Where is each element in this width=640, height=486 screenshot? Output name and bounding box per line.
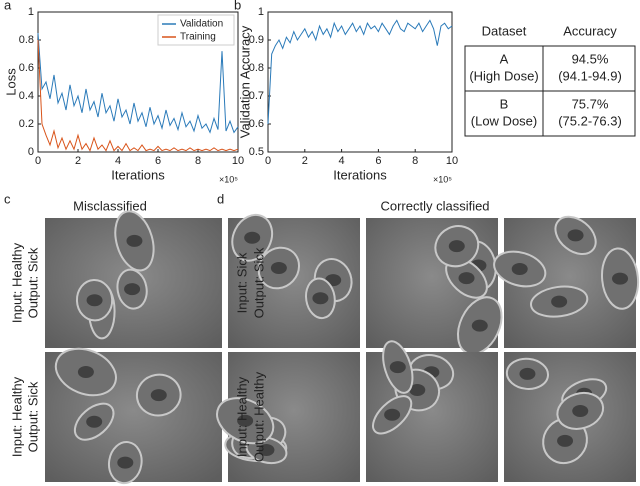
x-tick-label: 10 xyxy=(446,155,458,167)
y-tick-label: 0.9 xyxy=(249,34,264,46)
nucleus xyxy=(86,415,103,428)
row-label: Output: Sick xyxy=(251,247,266,318)
nucleus xyxy=(389,361,406,374)
row-label: Output: Sick xyxy=(25,381,40,452)
nucleus xyxy=(612,272,629,285)
row-label: Input: Healthy xyxy=(234,376,249,457)
panel-title: Correctly classified xyxy=(380,198,489,213)
nucleus xyxy=(126,234,143,247)
nucleus xyxy=(124,283,141,296)
y-axis-label: Loss xyxy=(3,68,18,96)
x-tick-label: 2 xyxy=(302,155,308,167)
y-tick-label: 0.4 xyxy=(19,90,34,102)
nucleus xyxy=(409,384,426,397)
row-label: Output: Healthy xyxy=(251,371,266,462)
table-header: Dataset xyxy=(482,23,527,38)
nucleus xyxy=(244,231,261,244)
x-tick-label: 6 xyxy=(155,155,161,167)
x-axis-label: Iterations xyxy=(111,167,165,182)
table-cell: A xyxy=(500,51,509,66)
x-tick-label: 4 xyxy=(339,155,345,167)
nucleus xyxy=(448,240,465,253)
table-cell: (Low Dose) xyxy=(471,113,537,128)
y-tick-label: 0.6 xyxy=(249,118,264,130)
nucleus xyxy=(258,444,275,457)
y-tick-label: 1 xyxy=(28,6,34,18)
nucleus xyxy=(567,229,584,242)
x-tick-label: 8 xyxy=(195,155,201,167)
table-cell: B xyxy=(500,96,509,111)
nucleus xyxy=(384,408,401,421)
table-cell: (High Dose) xyxy=(469,68,538,83)
y-tick-label: 0.5 xyxy=(249,146,264,158)
nucleus xyxy=(312,292,329,305)
y-tick-label: 0.7 xyxy=(249,90,264,102)
y-tick-label: 0.2 xyxy=(19,118,34,130)
nucleus xyxy=(86,294,103,307)
row-label: Input: Healthy xyxy=(9,376,24,457)
nucleus xyxy=(150,389,167,402)
x-multiplier: ×10⁵ xyxy=(219,174,238,184)
x-tick-label: 0 xyxy=(35,155,41,167)
y-tick-label: 0.8 xyxy=(249,62,264,74)
nucleus xyxy=(572,404,589,417)
panel-label: c xyxy=(4,191,11,206)
nucleus xyxy=(458,272,475,285)
panel-title: Misclassified xyxy=(73,198,147,213)
table-header: Accuracy xyxy=(563,23,617,38)
panel-label: d xyxy=(217,191,224,206)
plot-area xyxy=(267,11,453,153)
x-tick-label: 10 xyxy=(232,155,244,167)
nucleus xyxy=(117,456,134,469)
nucleus xyxy=(77,366,94,379)
nucleus xyxy=(519,367,536,380)
plot-area xyxy=(37,11,239,153)
y-tick-label: 0.6 xyxy=(19,62,34,74)
data-line xyxy=(37,32,239,134)
panel-label: a xyxy=(4,0,12,12)
nucleus xyxy=(270,262,287,275)
legend-label: Validation xyxy=(180,19,223,30)
x-axis-label: Iterations xyxy=(333,167,387,182)
nucleus xyxy=(511,262,528,275)
data-line xyxy=(267,19,453,125)
row-label: Input: Healthy xyxy=(9,242,24,323)
x-tick-label: 0 xyxy=(265,155,271,167)
nucleus xyxy=(237,414,254,427)
y-tick-label: 0 xyxy=(28,146,34,158)
nucleus xyxy=(557,434,574,447)
panel-label: b xyxy=(234,0,241,12)
table-cell: (94.1-94.9) xyxy=(558,68,622,83)
y-axis-label: Validation Accuracy xyxy=(237,25,252,138)
nucleus xyxy=(471,319,488,332)
x-tick-label: 6 xyxy=(375,155,381,167)
x-tick-label: 8 xyxy=(412,155,418,167)
y-tick-label: 0.8 xyxy=(19,34,34,46)
data-line xyxy=(37,39,239,152)
table-cell: (75.2-76.3) xyxy=(558,113,622,128)
legend-box xyxy=(157,14,235,46)
table-cell: 75.7% xyxy=(572,96,609,111)
x-tick-label: 2 xyxy=(75,155,81,167)
legend-label: Training xyxy=(180,32,216,43)
y-tick-label: 1 xyxy=(258,6,264,18)
nucleus xyxy=(551,295,568,308)
table-cell: 94.5% xyxy=(572,51,609,66)
x-multiplier: ×10⁵ xyxy=(433,174,452,184)
row-label: Input: Sick xyxy=(234,252,249,313)
x-tick-label: 4 xyxy=(115,155,121,167)
row-label: Output: Sick xyxy=(25,247,40,318)
